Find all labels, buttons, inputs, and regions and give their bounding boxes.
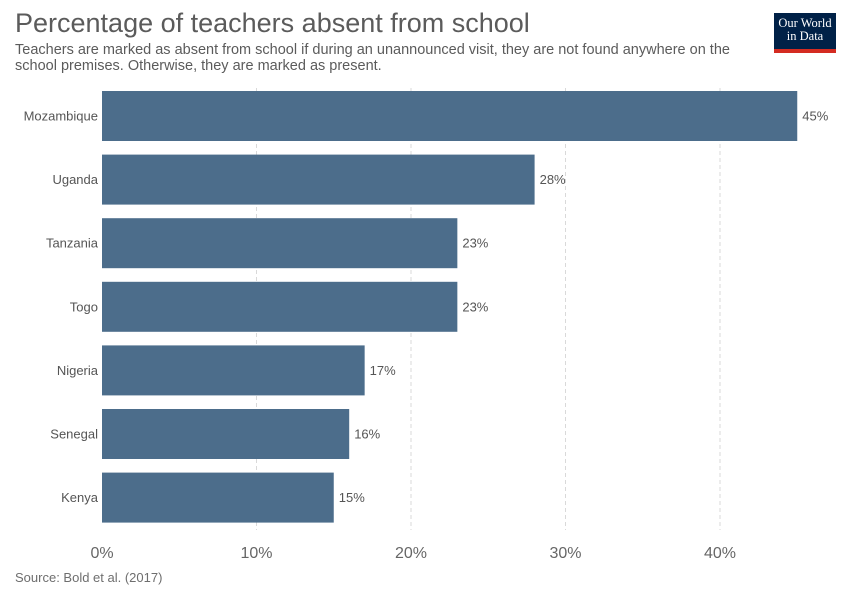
x-tick-label: 30% [549,545,581,562]
data-label: 15% [339,490,365,505]
data-label: 45% [802,109,828,124]
bar [102,409,350,459]
bar [102,472,334,523]
data-label: 28% [540,172,566,187]
bar [102,345,365,396]
logo-line-1: Our World [778,16,832,30]
bar [102,154,535,205]
category-label: Nigeria [57,363,99,378]
x-tick-label: 40% [704,545,736,562]
category-label: Mozambique [24,109,98,124]
category-label: Kenya [61,490,99,505]
x-axis: 0% 10% 20% 30% 40% [90,545,736,562]
category-label: Senegal [50,427,98,442]
bar [102,91,798,141]
labels: Mozambique 45% Uganda 28% Tanzania 23% Togo 23%… [24,109,829,506]
x-tick-label: 10% [240,545,272,562]
bar [102,281,458,332]
source-note: Source: Bold et al. (2017) [15,570,163,585]
data-label: 23% [462,299,488,314]
bars [102,91,798,523]
logo-accent-bar [774,49,836,53]
x-tick-label: 20% [395,545,427,562]
bar [102,218,458,269]
x-tick-label: 0% [90,545,113,562]
category-label: Tanzania [46,236,99,251]
chart-subtitle: Teachers are marked as absent from schoo… [15,42,730,74]
data-label: 16% [354,427,380,442]
data-label: 17% [370,363,396,378]
category-label: Uganda [52,172,98,187]
logo-line-2: in Data [786,29,824,43]
chart-title: Percentage of teachers absent from schoo… [15,8,530,38]
category-label: Togo [70,299,98,314]
data-label: 23% [462,236,488,251]
owid-logo[interactable]: Our World in Data [774,13,836,49]
